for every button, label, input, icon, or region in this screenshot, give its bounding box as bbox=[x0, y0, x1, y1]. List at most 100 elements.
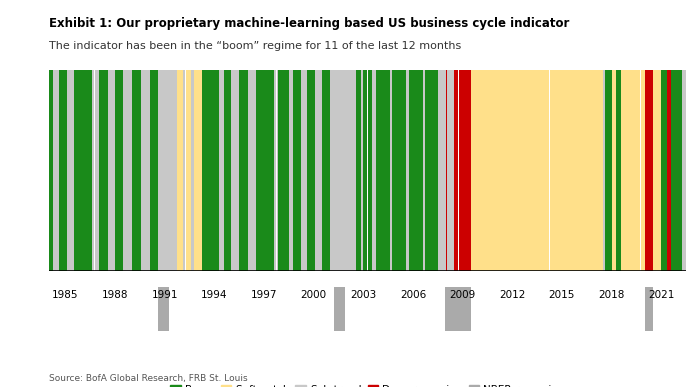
Bar bbox=[146, 70, 147, 271]
Bar bbox=[262, 70, 264, 271]
Bar bbox=[299, 70, 300, 271]
Bar bbox=[386, 70, 387, 271]
Bar bbox=[612, 70, 613, 271]
Bar bbox=[56, 70, 57, 271]
Bar bbox=[191, 70, 193, 271]
Bar bbox=[97, 70, 99, 271]
Bar bbox=[531, 70, 533, 271]
Bar bbox=[675, 70, 676, 271]
Bar bbox=[423, 70, 424, 271]
Bar bbox=[90, 70, 92, 271]
Bar bbox=[67, 70, 69, 271]
Bar bbox=[321, 70, 322, 271]
Bar bbox=[377, 70, 379, 271]
Bar bbox=[74, 70, 75, 271]
Bar bbox=[601, 70, 602, 271]
Bar bbox=[652, 70, 653, 271]
Bar bbox=[399, 70, 400, 271]
Bar bbox=[107, 70, 108, 271]
Bar bbox=[88, 70, 89, 271]
Bar bbox=[254, 70, 256, 271]
Bar bbox=[237, 70, 238, 271]
Bar bbox=[66, 70, 67, 271]
Bar bbox=[251, 70, 252, 271]
Bar bbox=[685, 70, 686, 271]
Bar bbox=[419, 70, 420, 271]
Bar bbox=[241, 70, 242, 271]
Bar bbox=[57, 70, 59, 271]
Bar bbox=[373, 70, 374, 271]
Bar bbox=[129, 70, 130, 271]
Bar bbox=[522, 70, 524, 271]
Bar bbox=[669, 70, 671, 271]
Bar bbox=[605, 70, 606, 271]
Bar bbox=[608, 70, 609, 271]
Bar bbox=[125, 70, 126, 271]
Bar bbox=[205, 70, 206, 271]
Bar bbox=[52, 70, 53, 271]
Bar bbox=[311, 70, 312, 271]
Bar bbox=[624, 70, 625, 271]
Bar bbox=[278, 70, 279, 271]
Bar bbox=[589, 70, 591, 271]
Bar bbox=[232, 70, 234, 271]
Bar bbox=[53, 70, 55, 271]
Bar bbox=[120, 70, 122, 271]
Bar bbox=[246, 70, 248, 271]
Bar bbox=[274, 70, 275, 271]
Bar bbox=[620, 70, 621, 271]
Bar bbox=[584, 70, 585, 271]
Bar bbox=[489, 70, 490, 271]
Bar bbox=[151, 70, 153, 271]
Bar bbox=[686, 70, 687, 271]
Bar bbox=[457, 70, 458, 271]
Bar bbox=[221, 70, 223, 271]
Bar bbox=[92, 70, 93, 271]
Bar bbox=[279, 70, 281, 271]
Bar bbox=[541, 70, 542, 271]
Bar bbox=[466, 70, 467, 271]
Bar bbox=[468, 70, 470, 271]
Bar bbox=[209, 70, 210, 271]
Bar bbox=[114, 70, 116, 271]
Bar bbox=[406, 70, 407, 271]
Bar bbox=[645, 70, 646, 271]
Bar bbox=[63, 70, 64, 271]
Bar bbox=[162, 70, 163, 271]
Bar bbox=[195, 70, 197, 271]
Bar bbox=[363, 70, 365, 271]
Bar bbox=[160, 70, 161, 271]
Bar bbox=[493, 70, 494, 271]
Bar bbox=[591, 70, 592, 271]
Bar bbox=[595, 70, 596, 271]
Bar bbox=[559, 70, 561, 271]
Bar bbox=[228, 70, 230, 271]
Bar bbox=[116, 70, 117, 271]
Bar bbox=[55, 70, 56, 271]
Bar bbox=[599, 70, 601, 271]
Bar bbox=[632, 70, 634, 271]
Bar bbox=[507, 70, 508, 271]
Bar bbox=[615, 70, 616, 271]
Bar bbox=[482, 70, 483, 271]
Bar bbox=[85, 70, 86, 271]
Bar bbox=[134, 70, 136, 271]
Bar bbox=[519, 70, 521, 271]
Bar bbox=[365, 70, 366, 271]
Bar bbox=[198, 70, 200, 271]
Bar bbox=[130, 70, 132, 271]
Bar bbox=[78, 70, 79, 271]
Bar bbox=[657, 70, 659, 271]
Bar bbox=[335, 70, 336, 271]
Bar bbox=[617, 70, 618, 271]
Bar bbox=[245, 70, 246, 271]
Bar bbox=[64, 70, 66, 271]
Bar bbox=[491, 70, 493, 271]
Bar bbox=[413, 70, 414, 271]
Bar bbox=[140, 70, 141, 271]
Bar bbox=[380, 70, 382, 271]
Legend: Boom, Soft patch, Sub-trend, Deep recession, NBER recession: Boom, Soft patch, Sub-trend, Deep recess… bbox=[166, 381, 569, 387]
Bar bbox=[316, 70, 318, 271]
Bar bbox=[72, 70, 74, 271]
Bar bbox=[260, 70, 261, 271]
